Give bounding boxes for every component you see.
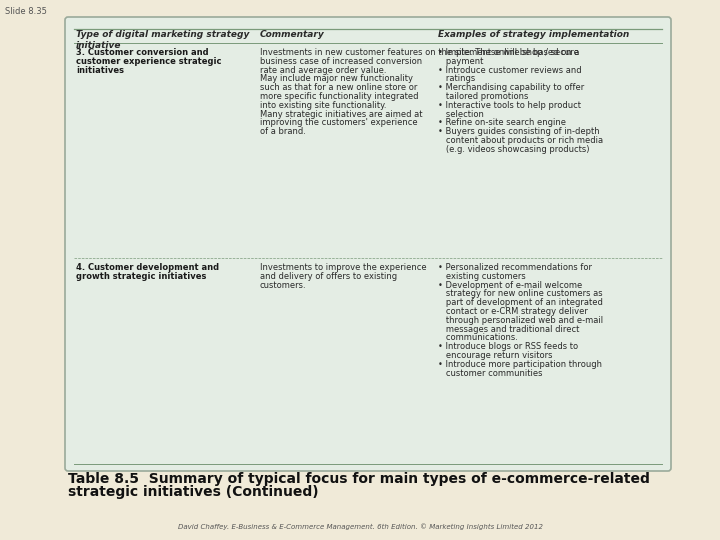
Text: growth strategic initiatives: growth strategic initiatives: [76, 272, 207, 281]
Text: customers.: customers.: [260, 281, 307, 289]
Text: Type of digital marketing strategy
initiative: Type of digital marketing strategy initi…: [76, 30, 249, 50]
Text: • Buyers guides consisting of in-depth: • Buyers guides consisting of in-depth: [438, 127, 600, 136]
Text: Investments in new customer features on the site. These will be based on a: Investments in new customer features on …: [260, 48, 580, 57]
Text: improving the customers' experience: improving the customers' experience: [260, 118, 418, 127]
Text: David Chaffey. E-Business & E-Commerce Management. 6th Edition. © Marketing Insi: David Chaffey. E-Business & E-Commerce M…: [178, 523, 542, 530]
Text: into existing site functionality.: into existing site functionality.: [260, 101, 387, 110]
Text: 4. Customer development and: 4. Customer development and: [76, 263, 219, 272]
Text: • Development of e-mail welcome: • Development of e-mail welcome: [438, 281, 582, 289]
Text: (e.g. videos showcasing products): (e.g. videos showcasing products): [438, 145, 590, 154]
Text: encourage return visitors: encourage return visitors: [438, 351, 552, 360]
FancyBboxPatch shape: [65, 17, 671, 471]
Text: existing customers: existing customers: [438, 272, 526, 281]
Text: ratings: ratings: [438, 75, 475, 83]
Text: Many strategic initiatives are aimed at: Many strategic initiatives are aimed at: [260, 110, 423, 119]
Text: initiatives: initiatives: [76, 65, 124, 75]
Text: Investments to improve the experience: Investments to improve the experience: [260, 263, 427, 272]
Text: part of development of an integrated: part of development of an integrated: [438, 298, 603, 307]
Text: • Introduce customer reviews and: • Introduce customer reviews and: [438, 65, 582, 75]
Text: • Introduce blogs or RSS feeds to: • Introduce blogs or RSS feeds to: [438, 342, 578, 351]
Text: 3. Customer conversion and: 3. Customer conversion and: [76, 48, 209, 57]
Text: Commentary: Commentary: [260, 30, 325, 39]
Text: • Merchandising capability to offer: • Merchandising capability to offer: [438, 83, 584, 92]
Text: Table 8.5  Summary of typical focus for main types of e-commerce-related: Table 8.5 Summary of typical focus for m…: [68, 472, 650, 486]
Text: selection: selection: [438, 110, 484, 119]
Text: tailored promotions: tailored promotions: [438, 92, 528, 101]
Text: strategic initiatives (Continued): strategic initiatives (Continued): [68, 485, 319, 499]
Text: • Interactive tools to help product: • Interactive tools to help product: [438, 101, 581, 110]
Text: Examples of strategy implementation: Examples of strategy implementation: [438, 30, 629, 39]
Text: rate and average order value.: rate and average order value.: [260, 65, 387, 75]
Text: • Implement online shop / secure: • Implement online shop / secure: [438, 48, 579, 57]
Text: more specific functionality integrated: more specific functionality integrated: [260, 92, 418, 101]
Text: customer communities: customer communities: [438, 369, 542, 377]
Text: messages and traditional direct: messages and traditional direct: [438, 325, 580, 334]
Text: such as that for a new online store or: such as that for a new online store or: [260, 83, 418, 92]
Text: • Refine on-site search engine: • Refine on-site search engine: [438, 118, 566, 127]
Text: • Personalized recommendations for: • Personalized recommendations for: [438, 263, 592, 272]
Text: communications.: communications.: [438, 333, 518, 342]
Text: and delivery of offers to existing: and delivery of offers to existing: [260, 272, 397, 281]
Text: through personalized web and e-mail: through personalized web and e-mail: [438, 316, 603, 325]
Text: business case of increased conversion: business case of increased conversion: [260, 57, 422, 66]
Text: of a brand.: of a brand.: [260, 127, 306, 136]
Text: Slide 8.35: Slide 8.35: [5, 7, 47, 16]
Text: payment: payment: [438, 57, 483, 66]
Text: strategy for new online customers as: strategy for new online customers as: [438, 289, 603, 299]
Text: customer experience strategic: customer experience strategic: [76, 57, 222, 66]
Text: content about products or rich media: content about products or rich media: [438, 136, 603, 145]
Text: • Introduce more participation through: • Introduce more participation through: [438, 360, 602, 369]
Text: contact or e-CRM strategy deliver: contact or e-CRM strategy deliver: [438, 307, 588, 316]
Text: May include major new functionality: May include major new functionality: [260, 75, 413, 83]
